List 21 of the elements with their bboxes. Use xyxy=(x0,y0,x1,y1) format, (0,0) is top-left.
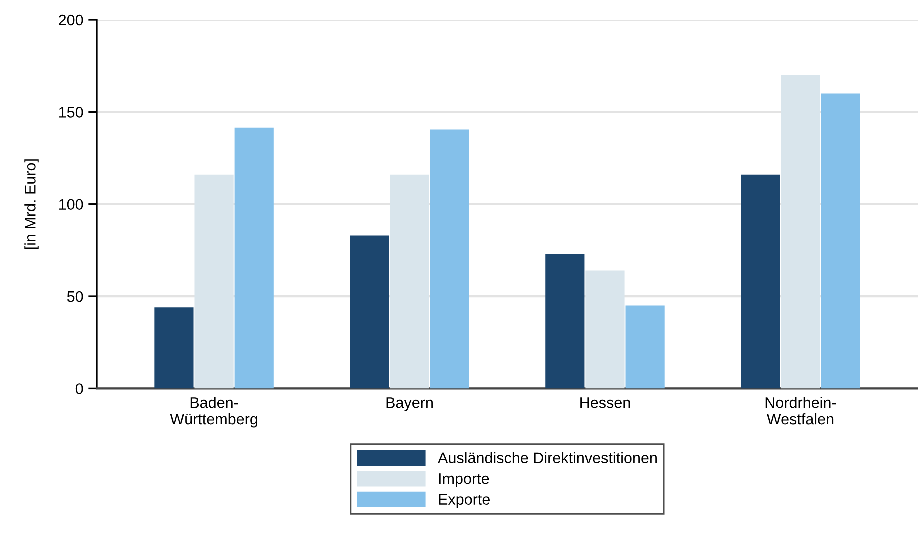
x-tick-label: Hessen xyxy=(580,398,630,408)
bar xyxy=(821,94,860,389)
bar xyxy=(546,254,585,389)
x-tick-label: Nordrhein- Westfalen xyxy=(766,397,836,425)
bar xyxy=(741,174,780,389)
y-tick-label: 200 xyxy=(59,14,84,26)
bar xyxy=(154,308,194,389)
y-tick-label: 50 xyxy=(67,291,84,302)
y-tick-label: 0 xyxy=(76,384,84,394)
bar xyxy=(626,306,665,389)
bar xyxy=(350,236,390,389)
y-tick-label: 100 xyxy=(59,199,84,210)
y-axis-title: [in Mrd. Euro] xyxy=(24,160,39,250)
bar xyxy=(430,130,470,389)
legend-label: Exporte xyxy=(439,494,490,508)
legend-label: Ausländische Direktinvestitionen xyxy=(438,452,657,464)
y-tick-label: 150 xyxy=(59,107,84,118)
x-tick-label: Baden- Württemberg xyxy=(170,397,258,428)
bar xyxy=(234,128,274,389)
x-tick-label: Bayern xyxy=(386,398,433,412)
legend-label: Importe xyxy=(439,474,490,488)
